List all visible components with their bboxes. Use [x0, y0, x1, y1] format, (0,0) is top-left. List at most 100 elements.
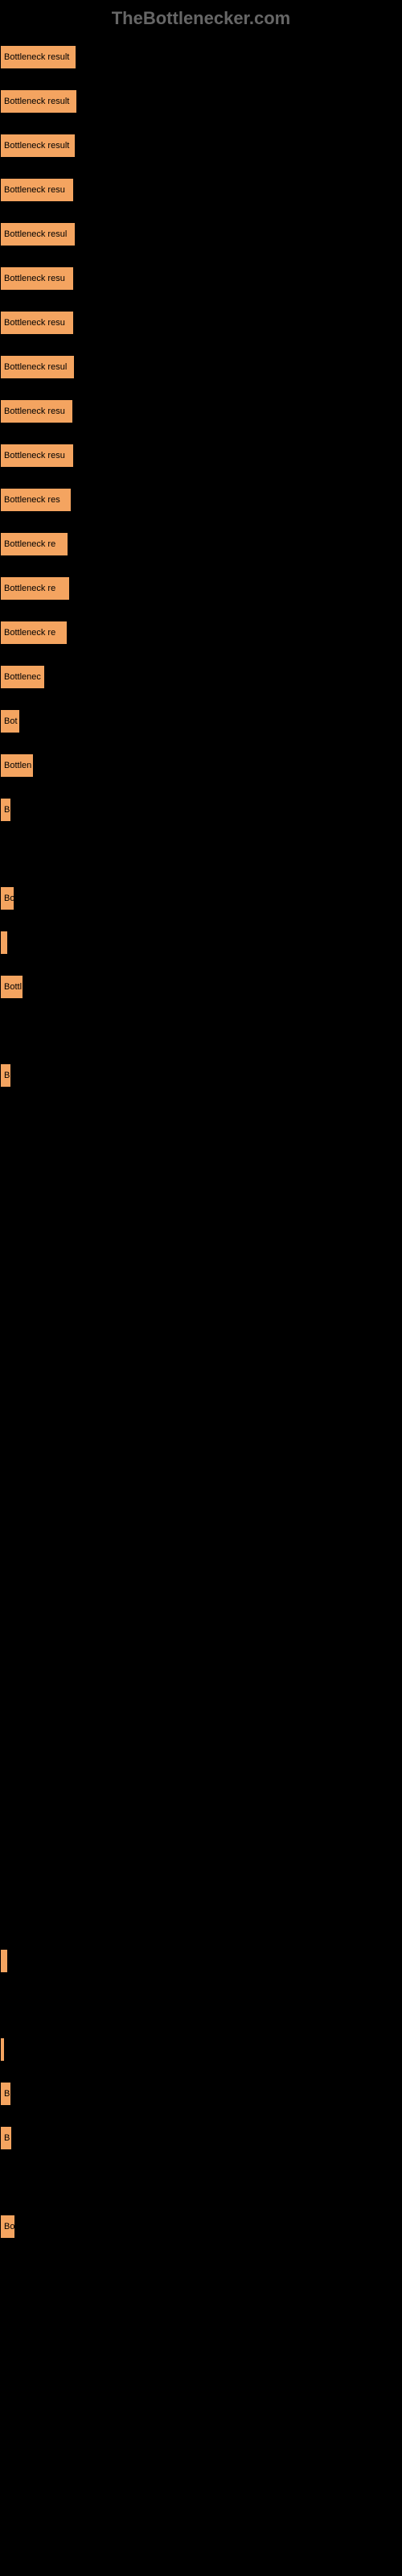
bar-row: Bottlen [0, 753, 402, 778]
bar-label: Bo [4, 2222, 14, 2231]
bar-row: Bottleneck resu [0, 444, 402, 468]
bar-label: Bottl [4, 982, 22, 992]
bar-row: Bot [0, 709, 402, 733]
bar-row: Bottleneck result [0, 134, 402, 158]
bar-row [0, 2037, 402, 2062]
bar[interactable]: Bottlen [0, 753, 34, 778]
bar-row [0, 1905, 402, 1929]
bar-row [0, 1639, 402, 1663]
bar[interactable] [0, 1949, 8, 1973]
bar-row: Bo [0, 886, 402, 910]
bar-label: B [4, 2133, 10, 2143]
bar[interactable]: Bottleneck resu [0, 266, 74, 291]
bar-row [0, 1506, 402, 1530]
bar-label: Bottleneck result [4, 97, 69, 106]
bar-row [0, 1595, 402, 1619]
bar-row: Bottleneck resu [0, 178, 402, 202]
bar-row: Bottleneck result [0, 89, 402, 114]
bar-row: Bottleneck resu [0, 266, 402, 291]
bar-label: Bottleneck result [4, 141, 69, 151]
bar-row [0, 1285, 402, 1309]
bar[interactable]: Bottleneck result [0, 134, 76, 158]
bar-label: Bo [4, 894, 14, 903]
bar-row: Bottleneck resu [0, 399, 402, 423]
bar-label: Bottleneck resul [4, 362, 67, 372]
bar[interactable]: B [0, 2082, 11, 2106]
bar-row [0, 1196, 402, 1220]
bar[interactable]: Bottleneck resul [0, 355, 75, 379]
bar-row: Bottleneck resul [0, 222, 402, 246]
bar-label: Bottleneck res [4, 495, 60, 505]
bar[interactable]: Bo [0, 2215, 15, 2239]
bar-row [0, 842, 402, 866]
bar-row [0, 1152, 402, 1176]
header: TheBottlenecker.com [0, 0, 402, 37]
bar[interactable]: B [0, 1063, 11, 1088]
bar-label: Bottleneck resu [4, 318, 65, 328]
bar[interactable]: B [0, 798, 11, 822]
bar[interactable] [0, 931, 8, 955]
bar[interactable]: Bottleneck re [0, 621, 68, 645]
bar-row: B [0, 1063, 402, 1088]
bar[interactable]: Bottl [0, 975, 23, 999]
bar-row [0, 1241, 402, 1265]
bar-label: Bottlenec [4, 672, 41, 682]
bar-label: Bottleneck re [4, 628, 55, 638]
bar-row: Bo [0, 2215, 402, 2239]
bar-label: Bottleneck resu [4, 451, 65, 460]
bar[interactable]: Bottleneck resul [0, 222, 76, 246]
bar-row: B [0, 2126, 402, 2150]
bar[interactable]: Bottleneck resu [0, 399, 73, 423]
bar-label: Bottlen [4, 761, 31, 770]
bar-label: Bottleneck re [4, 584, 55, 593]
bar[interactable]: Bottlenec [0, 665, 45, 689]
bar-row [0, 1860, 402, 1885]
bar-row [0, 1993, 402, 2017]
bar-row [0, 1683, 402, 1707]
bar[interactable] [0, 2037, 5, 2062]
bar[interactable]: Bottleneck resu [0, 178, 74, 202]
bar-row: Bottleneck re [0, 576, 402, 601]
bar-label: Bottleneck re [4, 539, 55, 549]
bar[interactable]: Bottleneck res [0, 488, 72, 512]
bar-label: Bottleneck resu [4, 407, 65, 416]
bar-row: B [0, 798, 402, 822]
bar[interactable]: Bottleneck re [0, 532, 68, 556]
bar-row: Bottl [0, 975, 402, 999]
bar-row [0, 2170, 402, 2194]
bar-label: B [4, 1071, 10, 1080]
bar-label: B [4, 805, 10, 815]
bar-row: Bottleneck resu [0, 311, 402, 335]
bar[interactable]: B [0, 2126, 12, 2150]
bar-label: B [4, 2089, 10, 2099]
bar-label: Bottleneck resul [4, 229, 67, 239]
bar-row: Bottleneck resul [0, 355, 402, 379]
bar-row [0, 1462, 402, 1486]
bar[interactable]: Bottleneck resu [0, 311, 74, 335]
bar-label: Bot [4, 716, 18, 726]
bar[interactable]: Bottleneck resu [0, 444, 74, 468]
bar-row [0, 1418, 402, 1442]
chart-container: Bottleneck result Bottleneck result Bottle… [0, 37, 402, 2267]
bar-label: Bottleneck result [4, 52, 69, 62]
bar-row [0, 1949, 402, 1973]
bar-label: Bottleneck resu [4, 274, 65, 283]
bar-row: Bottleneck re [0, 532, 402, 556]
bar-label: Bottleneck resu [4, 185, 65, 195]
bar-row: Bottleneck re [0, 621, 402, 645]
bar-row [0, 1772, 402, 1796]
site-title: TheBottlenecker.com [112, 8, 291, 28]
bar-row [0, 1550, 402, 1575]
bar-row [0, 1373, 402, 1397]
bar[interactable]: Bottleneck result [0, 89, 77, 114]
bar-row [0, 1329, 402, 1353]
bar-row [0, 931, 402, 955]
bar[interactable]: Bottleneck re [0, 576, 70, 601]
bar-row: B [0, 2082, 402, 2106]
bar[interactable]: Bot [0, 709, 20, 733]
bar-row: Bottlenec [0, 665, 402, 689]
bar-row [0, 1816, 402, 1840]
bar-row [0, 1108, 402, 1132]
bar[interactable]: Bo [0, 886, 14, 910]
bar[interactable]: Bottleneck result [0, 45, 76, 69]
